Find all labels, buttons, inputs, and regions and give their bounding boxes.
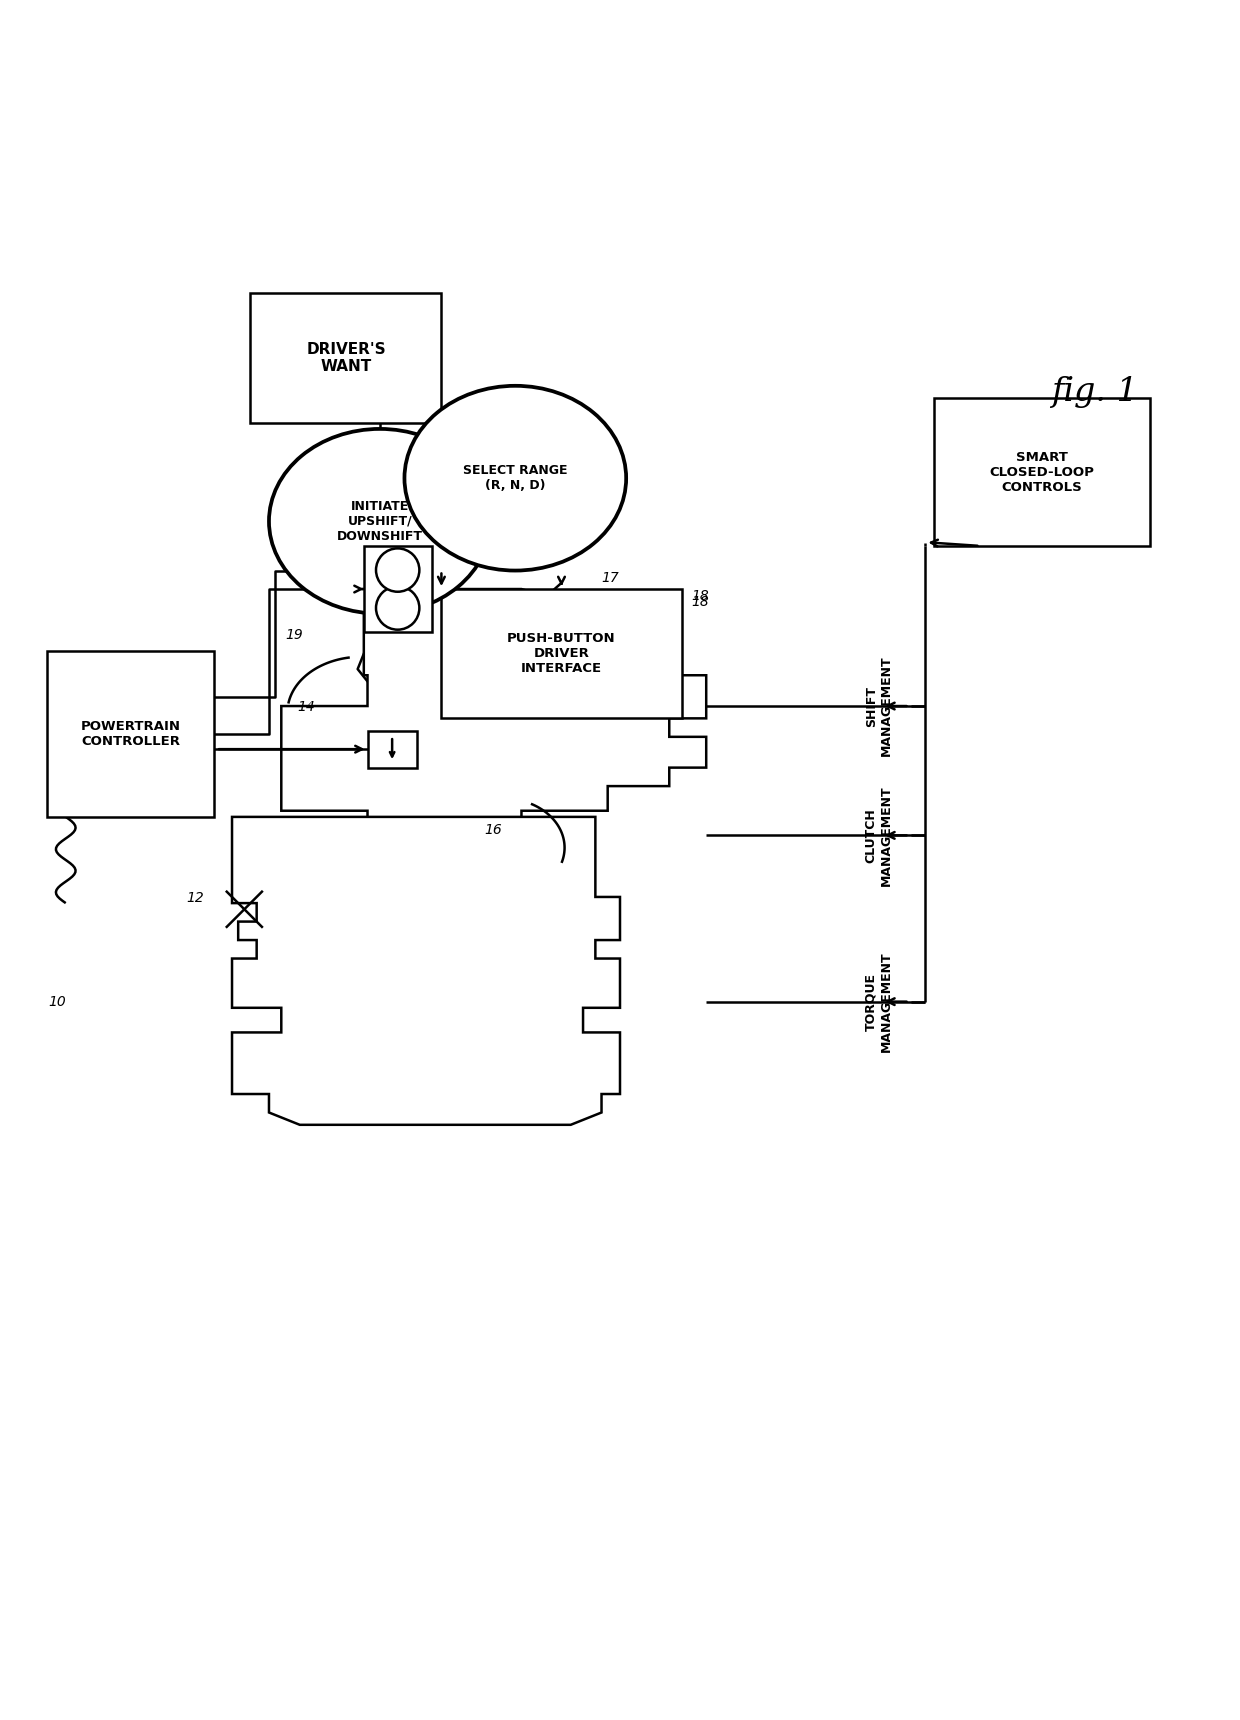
Bar xyxy=(47,650,213,817)
Ellipse shape xyxy=(269,428,491,614)
Text: 10: 10 xyxy=(48,996,66,1010)
Text: 14: 14 xyxy=(298,700,315,714)
Bar xyxy=(363,545,432,633)
Bar xyxy=(367,731,417,767)
Text: DRIVER'S
WANT: DRIVER'S WANT xyxy=(306,342,386,375)
Text: 12: 12 xyxy=(186,891,205,905)
Text: SHIFT
MANAGEMENT: SHIFT MANAGEMENT xyxy=(864,655,893,757)
Ellipse shape xyxy=(404,385,626,571)
Text: 18: 18 xyxy=(692,595,709,609)
Text: TORQUE
MANAGEMENT: TORQUE MANAGEMENT xyxy=(864,951,893,1053)
Text: fig. 1: fig. 1 xyxy=(1050,377,1137,408)
Circle shape xyxy=(376,587,419,630)
Polygon shape xyxy=(281,545,707,896)
Text: POWERTRAIN
CONTROLLER: POWERTRAIN CONTROLLER xyxy=(81,719,180,748)
Text: SMART
CLOSED-LOOP
CONTROLS: SMART CLOSED-LOOP CONTROLS xyxy=(990,451,1094,494)
Text: SELECT RANGE
(R, N, D): SELECT RANGE (R, N, D) xyxy=(463,464,568,492)
Text: PUSH-BUTTON
DRIVER
INTERFACE: PUSH-BUTTON DRIVER INTERFACE xyxy=(507,633,616,676)
Text: 19: 19 xyxy=(285,628,303,643)
Bar xyxy=(441,588,682,719)
Circle shape xyxy=(376,549,419,592)
Text: 17: 17 xyxy=(601,571,619,585)
Bar xyxy=(934,397,1149,545)
Text: INITIATE
UPSHIFT/
DOWNSHIFT: INITIATE UPSHIFT/ DOWNSHIFT xyxy=(337,501,423,544)
Text: 18: 18 xyxy=(692,588,709,604)
Bar xyxy=(250,294,441,423)
Text: CLUTCH
MANAGEMENT: CLUTCH MANAGEMENT xyxy=(864,784,893,886)
Text: 16: 16 xyxy=(485,824,502,838)
Polygon shape xyxy=(232,817,620,1125)
